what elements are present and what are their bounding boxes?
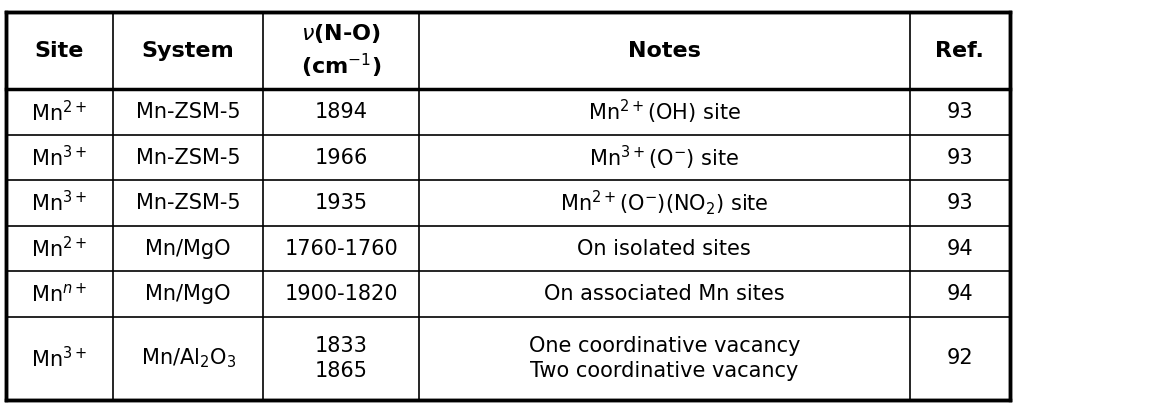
Text: 1833
1865: 1833 1865: [315, 336, 368, 381]
Text: Mn/Al$_2$O$_3$: Mn/Al$_2$O$_3$: [140, 346, 236, 370]
Text: Mn$^{2+}$: Mn$^{2+}$: [31, 100, 87, 125]
Text: 94: 94: [946, 284, 973, 304]
Text: 94: 94: [946, 239, 973, 259]
Text: On associated Mn sites: On associated Mn sites: [545, 284, 785, 304]
Text: One coordinative vacancy
Two coordinative vacancy: One coordinative vacancy Two coordinativ…: [528, 336, 800, 381]
Text: 93: 93: [946, 102, 973, 122]
Text: System: System: [142, 41, 235, 61]
Text: Mn$^{2+}$(OH) site: Mn$^{2+}$(OH) site: [587, 98, 741, 126]
Text: Mn$^{2+}$: Mn$^{2+}$: [31, 236, 87, 261]
Bar: [6, 12, 1010, 400]
Text: Mn$^{3+}$(O$^{-}$) site: Mn$^{3+}$(O$^{-}$) site: [589, 144, 740, 172]
Text: Mn$^{3+}$: Mn$^{3+}$: [31, 145, 87, 170]
Text: Mn/MgO: Mn/MgO: [145, 284, 231, 304]
Text: On isolated sites: On isolated sites: [577, 239, 751, 259]
Text: 93: 93: [946, 148, 973, 168]
Text: Notes: Notes: [628, 41, 701, 61]
Text: Mn-ZSM-5: Mn-ZSM-5: [136, 193, 240, 213]
Text: 1935: 1935: [315, 193, 368, 213]
Text: 93: 93: [946, 193, 973, 213]
Text: Mn$^{3+}$: Mn$^{3+}$: [31, 346, 87, 371]
Text: Mn$^{2+}$(O$^{-}$)(NO$_2$) site: Mn$^{2+}$(O$^{-}$)(NO$_2$) site: [560, 188, 769, 217]
Text: Site: Site: [35, 41, 84, 61]
Text: 1894: 1894: [315, 102, 368, 122]
Text: $\nu$(N-O)
(cm$^{-1}$): $\nu$(N-O) (cm$^{-1}$): [301, 22, 382, 80]
Text: 1966: 1966: [315, 148, 368, 168]
Text: Mn$^{n+}$: Mn$^{n+}$: [31, 282, 87, 306]
Text: Mn/MgO: Mn/MgO: [145, 239, 231, 259]
Text: Mn-ZSM-5: Mn-ZSM-5: [136, 102, 240, 122]
Text: Mn$^{3+}$: Mn$^{3+}$: [31, 191, 87, 216]
Text: Mn-ZSM-5: Mn-ZSM-5: [136, 148, 240, 168]
Text: 92: 92: [946, 348, 973, 368]
Text: Ref.: Ref.: [936, 41, 985, 61]
Text: 1760-1760: 1760-1760: [284, 239, 398, 259]
Text: 1900-1820: 1900-1820: [284, 284, 398, 304]
